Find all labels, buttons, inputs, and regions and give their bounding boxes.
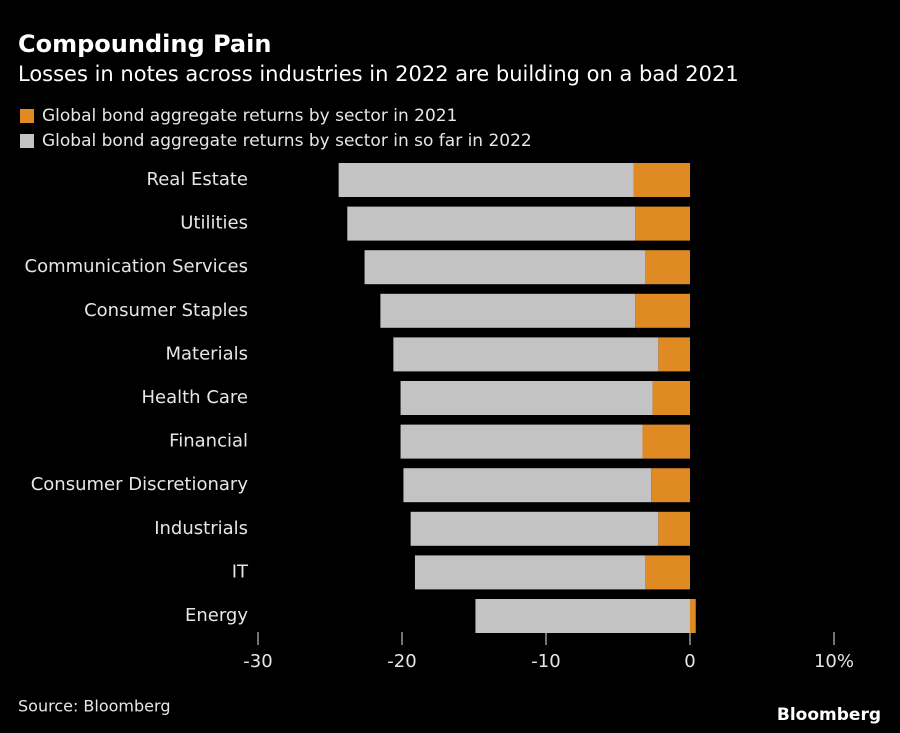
bar	[380, 293, 636, 328]
legend-label: Global bond aggregate returns by sector …	[42, 106, 457, 126]
bar	[475, 599, 690, 633]
bar	[410, 511, 659, 546]
bar	[652, 381, 690, 415]
y-tick-label: Utilities	[180, 213, 248, 234]
x-tick-label: -20	[387, 651, 416, 672]
y-tick-label: Real Estate	[147, 169, 249, 190]
bar	[393, 337, 659, 372]
bar	[645, 555, 690, 590]
bar	[414, 555, 646, 590]
bar	[651, 468, 690, 503]
x-tick-label: -30	[243, 651, 272, 672]
legend-swatch	[20, 134, 34, 148]
logo: Bloomberg	[777, 705, 881, 725]
y-tick-label: Industrials	[154, 518, 248, 539]
bar	[400, 424, 643, 459]
chart-subtitle: Losses in notes across industries in 202…	[18, 62, 739, 86]
bar	[347, 206, 636, 241]
bar	[658, 511, 690, 546]
y-tick-label: Consumer Discretionary	[31, 474, 249, 495]
bar	[635, 293, 690, 328]
y-tick-label: Communication Services	[25, 256, 249, 277]
chart-title: Compounding Pain	[18, 30, 271, 58]
bar	[338, 163, 634, 197]
y-tick-label: Energy	[185, 605, 248, 626]
bar	[690, 599, 696, 633]
bar	[403, 468, 652, 503]
y-tick-label: IT	[232, 561, 249, 582]
bar	[400, 381, 653, 415]
x-tick-label: -10	[531, 651, 560, 672]
y-tick-label: Health Care	[141, 387, 248, 408]
legend-label: Global bond aggregate returns by sector …	[42, 131, 532, 151]
y-tick-label: Consumer Staples	[84, 300, 248, 321]
source: Source: Bloomberg	[18, 697, 170, 716]
bar	[658, 337, 690, 372]
bar	[364, 250, 646, 285]
bar	[645, 250, 690, 285]
legend-swatch	[20, 109, 34, 123]
y-tick-label: Materials	[165, 343, 248, 364]
y-tick-label: Financial	[169, 431, 248, 452]
bar	[635, 206, 690, 241]
bar	[642, 424, 690, 459]
bar	[633, 163, 690, 197]
x-tick-label: 10%	[814, 651, 854, 672]
x-tick-label: 0	[684, 651, 695, 672]
